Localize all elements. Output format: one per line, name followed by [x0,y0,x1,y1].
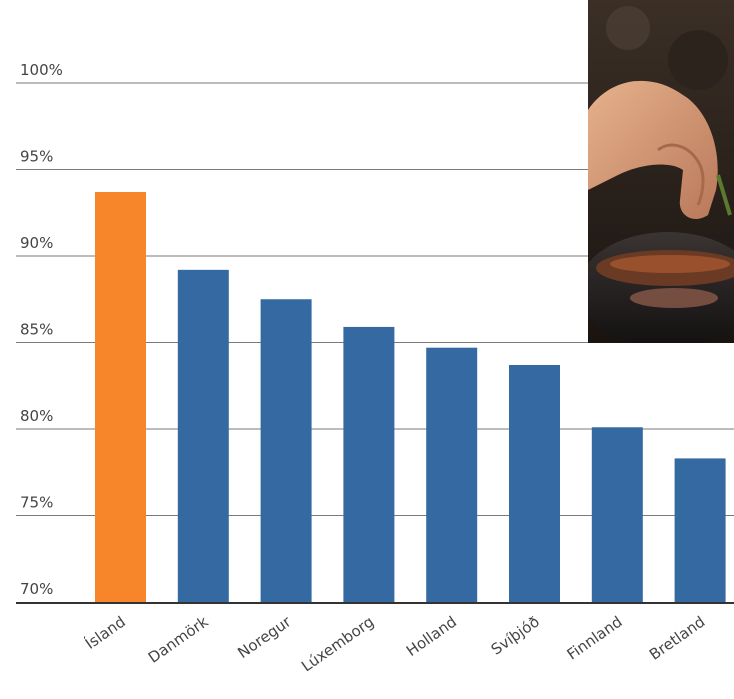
y-tick-label: 90% [20,234,53,252]
y-tick-label: 85% [20,321,53,339]
y-tick-label: 100% [20,61,63,79]
bars [95,191,726,603]
bar-2 [260,299,312,602]
bar-5 [509,364,560,602]
y-tick-label: 70% [20,580,53,598]
bar-0 [95,191,146,603]
y-axis-ticks: 70% 75% 80% 85% 90% 95% 100% [20,61,63,598]
bar-7 [674,458,726,602]
y-tick-label: 75% [20,494,53,512]
x-tick-label: Finnland [564,613,626,664]
x-tick-label: Svíþjóð [488,613,543,659]
x-tick-label: Holland [403,613,460,660]
x-tick-label: Noregur [234,612,295,662]
x-axis-ticks: Ísland Danmörk Noregur Lúxemborg Holland Svíþ… [81,612,708,676]
bar-4 [426,347,478,602]
x-tick-label: Danmörk [145,612,212,666]
x-tick-label: Lúxemborg [298,613,377,676]
bar-3 [343,326,395,602]
chef-plating-food-photo [588,0,734,343]
x-tick-label: Ísland [81,612,128,653]
x-tick-label: Bretland [646,613,708,664]
y-tick-label: 95% [20,148,53,166]
bar-1 [177,269,229,602]
y-tick-label: 80% [20,407,53,425]
bar-6 [591,427,643,602]
